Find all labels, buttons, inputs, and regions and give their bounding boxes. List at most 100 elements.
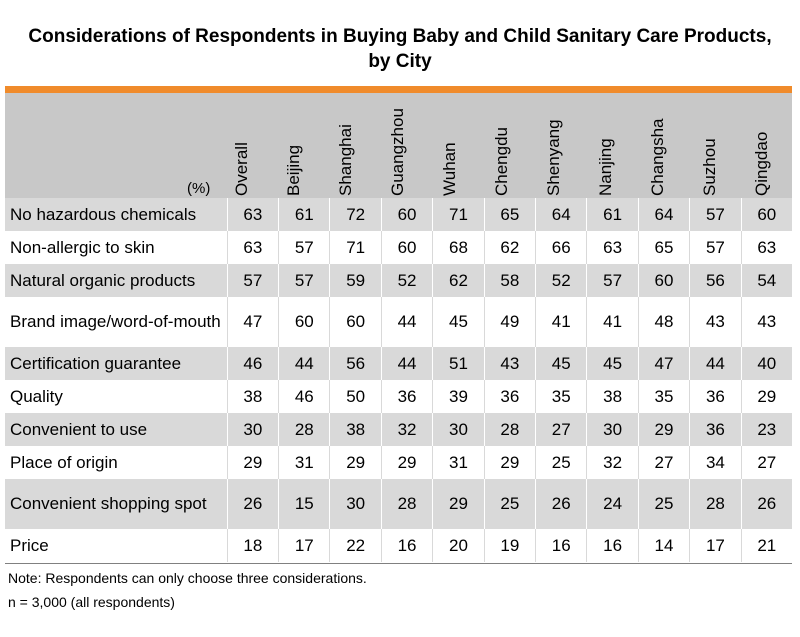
row-label: Convenient shopping spot <box>5 479 228 529</box>
table-cell: 60 <box>278 297 331 347</box>
table-row: Brand image/word-of-mouth 47 60 60 44 45 49 41 4… <box>5 297 792 347</box>
table-cell: 26 <box>535 479 588 529</box>
row-label: Certification guarantee <box>5 347 228 380</box>
column-header-label: Guangzhou <box>388 108 407 196</box>
table-cell: 49 <box>484 297 537 347</box>
column-header-label: Nanjing <box>596 138 615 196</box>
table-cell: 34 <box>689 446 742 479</box>
table-cell: 65 <box>484 198 537 231</box>
table-cell: 47 <box>638 347 691 380</box>
table-cell: 32 <box>586 446 639 479</box>
table-cell: 60 <box>638 264 691 297</box>
table-cell: 17 <box>278 529 331 562</box>
row-label: Price <box>5 529 228 562</box>
table-cell: 29 <box>484 446 537 479</box>
table-cell: 59 <box>329 264 382 297</box>
table-cell: 41 <box>586 297 639 347</box>
table-cell: 46 <box>227 347 280 380</box>
table-cell: 25 <box>535 446 588 479</box>
table-cell: 14 <box>638 529 691 562</box>
table-cell: 38 <box>227 380 280 413</box>
table-cell: 43 <box>689 297 742 347</box>
data-table: No hazardous chemicals 63 61 72 60 71 65 64 61 64… <box>5 198 792 562</box>
table-cell: 36 <box>381 380 434 413</box>
table-cell: 45 <box>535 347 588 380</box>
table-cell: 35 <box>535 380 588 413</box>
table-cell: 56 <box>329 347 382 380</box>
table-cell: 28 <box>278 413 331 446</box>
table-cell: 62 <box>484 231 537 264</box>
table-row: Non-allergic to skin 63 57 71 60 68 62 66 63 65 57… <box>5 231 792 264</box>
table-cell: 27 <box>638 446 691 479</box>
table-cell: 45 <box>432 297 485 347</box>
unit-label: (%) <box>187 180 211 197</box>
column-header-label: Changsha <box>648 118 667 196</box>
table-cell: 57 <box>227 264 280 297</box>
table-cell: 71 <box>432 198 485 231</box>
table-cell: 64 <box>638 198 691 231</box>
table-row: Convenient to use 30 28 38 32 30 28 27 30 29 36 23 <box>5 413 792 446</box>
table-cell: 30 <box>432 413 485 446</box>
column-header-label: Shenyang <box>544 119 563 196</box>
table-cell: 43 <box>741 297 792 347</box>
table-row: No hazardous chemicals 63 61 72 60 71 65 64 61 64… <box>5 198 792 231</box>
row-label: No hazardous chemicals <box>5 198 228 231</box>
column-header-label: Qingdao <box>752 131 771 196</box>
table-cell: 71 <box>329 231 382 264</box>
table-cell: 36 <box>484 380 537 413</box>
table-cell: 25 <box>638 479 691 529</box>
table-cell: 36 <box>689 380 742 413</box>
table-cell: 17 <box>689 529 742 562</box>
table-cell: 44 <box>381 347 434 380</box>
table-cell: 44 <box>278 347 331 380</box>
table-cell: 63 <box>227 231 280 264</box>
table-cell: 30 <box>329 479 382 529</box>
table-cell: 57 <box>689 198 742 231</box>
table-cell: 57 <box>278 231 331 264</box>
table-cell: 60 <box>381 231 434 264</box>
table-cell: 31 <box>278 446 331 479</box>
footnote: Note: Respondents can only choose three … <box>8 570 367 586</box>
table-cell: 19 <box>484 529 537 562</box>
table-header <box>5 93 792 198</box>
row-label: Quality <box>5 380 228 413</box>
table-cell: 32 <box>381 413 434 446</box>
table-cell: 18 <box>227 529 280 562</box>
title-line-1: Considerations of Respondents in Buying … <box>28 26 772 47</box>
table-cell: 52 <box>381 264 434 297</box>
table-cell: 50 <box>329 380 382 413</box>
table-cell: 20 <box>432 529 485 562</box>
column-header-label: Overall <box>232 142 251 196</box>
table-cell: 35 <box>638 380 691 413</box>
table-row: Place of origin 29 31 29 29 31 29 25 32 27 34 27 <box>5 446 792 479</box>
table-cell: 63 <box>227 198 280 231</box>
table-cell: 36 <box>689 413 742 446</box>
table-cell: 23 <box>741 413 792 446</box>
table-cell: 60 <box>381 198 434 231</box>
table-cell: 29 <box>227 446 280 479</box>
table-cell: 15 <box>278 479 331 529</box>
column-header-label: Suzhou <box>700 138 719 196</box>
column-header-label: Beijing <box>284 144 303 196</box>
table-cell: 60 <box>329 297 382 347</box>
table-cell: 43 <box>484 347 537 380</box>
table-cell: 51 <box>432 347 485 380</box>
table-cell: 64 <box>535 198 588 231</box>
table-cell: 56 <box>689 264 742 297</box>
table-cell: 21 <box>741 529 792 562</box>
column-header-label: Shanghai <box>336 124 355 196</box>
table-cell: 27 <box>535 413 588 446</box>
table-cell: 24 <box>586 479 639 529</box>
table-cell: 68 <box>432 231 485 264</box>
table-cell: 46 <box>278 380 331 413</box>
table-cell: 54 <box>741 264 792 297</box>
table-cell: 61 <box>586 198 639 231</box>
table-cell: 30 <box>227 413 280 446</box>
table-row: Quality 38 46 50 36 39 36 35 38 35 36 29 <box>5 380 792 413</box>
table-cell: 25 <box>484 479 537 529</box>
column-header-label: Wuhan <box>440 142 459 196</box>
sample-size: n = 3,000 (all respondents) <box>8 594 175 610</box>
table-cell: 63 <box>741 231 792 264</box>
accent-bar <box>5 86 792 93</box>
row-label: Convenient to use <box>5 413 228 446</box>
